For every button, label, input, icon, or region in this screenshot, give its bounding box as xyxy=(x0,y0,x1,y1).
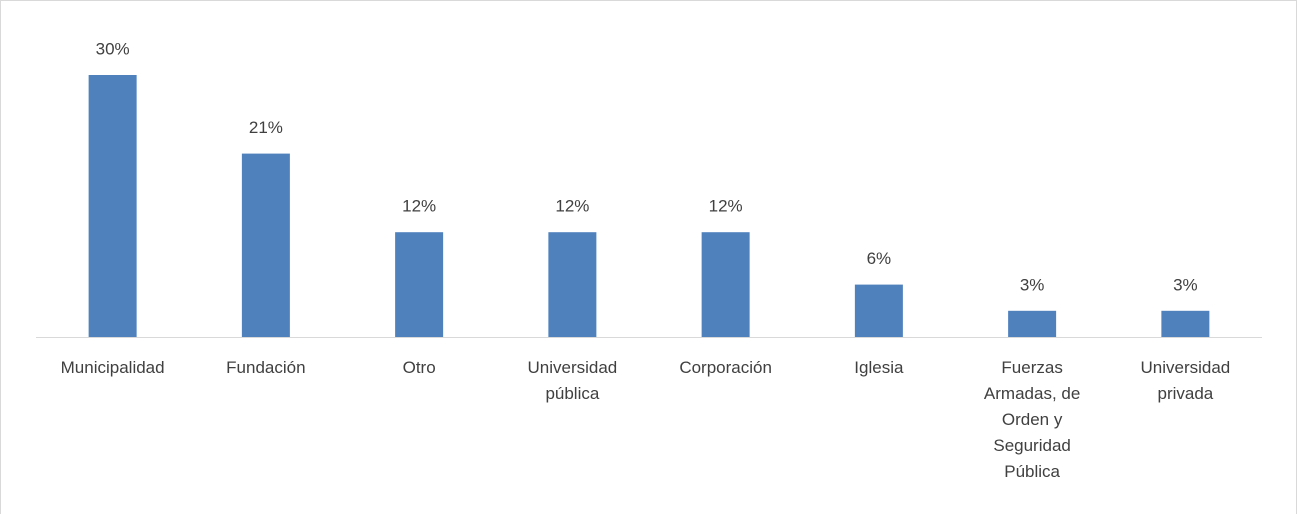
x-tick-label: Corporación xyxy=(679,358,772,377)
value-label: 21% xyxy=(249,118,283,137)
x-tick-label: Universidad pública xyxy=(527,358,618,403)
x-tick-label: Municipalidad xyxy=(60,358,165,377)
value-label: 6% xyxy=(867,249,892,268)
x-tick-label: Fuerzas Armadas, de Orden y Seguridad Pú… xyxy=(983,358,1081,481)
x-tick-label: Iglesia xyxy=(854,358,904,377)
value-label: 12% xyxy=(709,197,743,216)
bar xyxy=(1161,310,1210,337)
bar xyxy=(395,232,444,337)
bar xyxy=(854,284,903,337)
bar xyxy=(241,153,290,337)
x-tick-label: Otro xyxy=(402,358,436,377)
value-label: 12% xyxy=(555,197,589,216)
x-tick-label: Fundación xyxy=(226,358,306,377)
value-label: 12% xyxy=(402,197,436,216)
x-tick-label: Universidad privada xyxy=(1140,358,1231,403)
bar xyxy=(548,232,597,337)
bar xyxy=(1008,310,1057,337)
value-label: 30% xyxy=(96,39,130,58)
bar xyxy=(701,232,750,337)
value-label: 3% xyxy=(1173,275,1198,294)
value-label: 3% xyxy=(1020,275,1045,294)
bar xyxy=(88,75,137,337)
